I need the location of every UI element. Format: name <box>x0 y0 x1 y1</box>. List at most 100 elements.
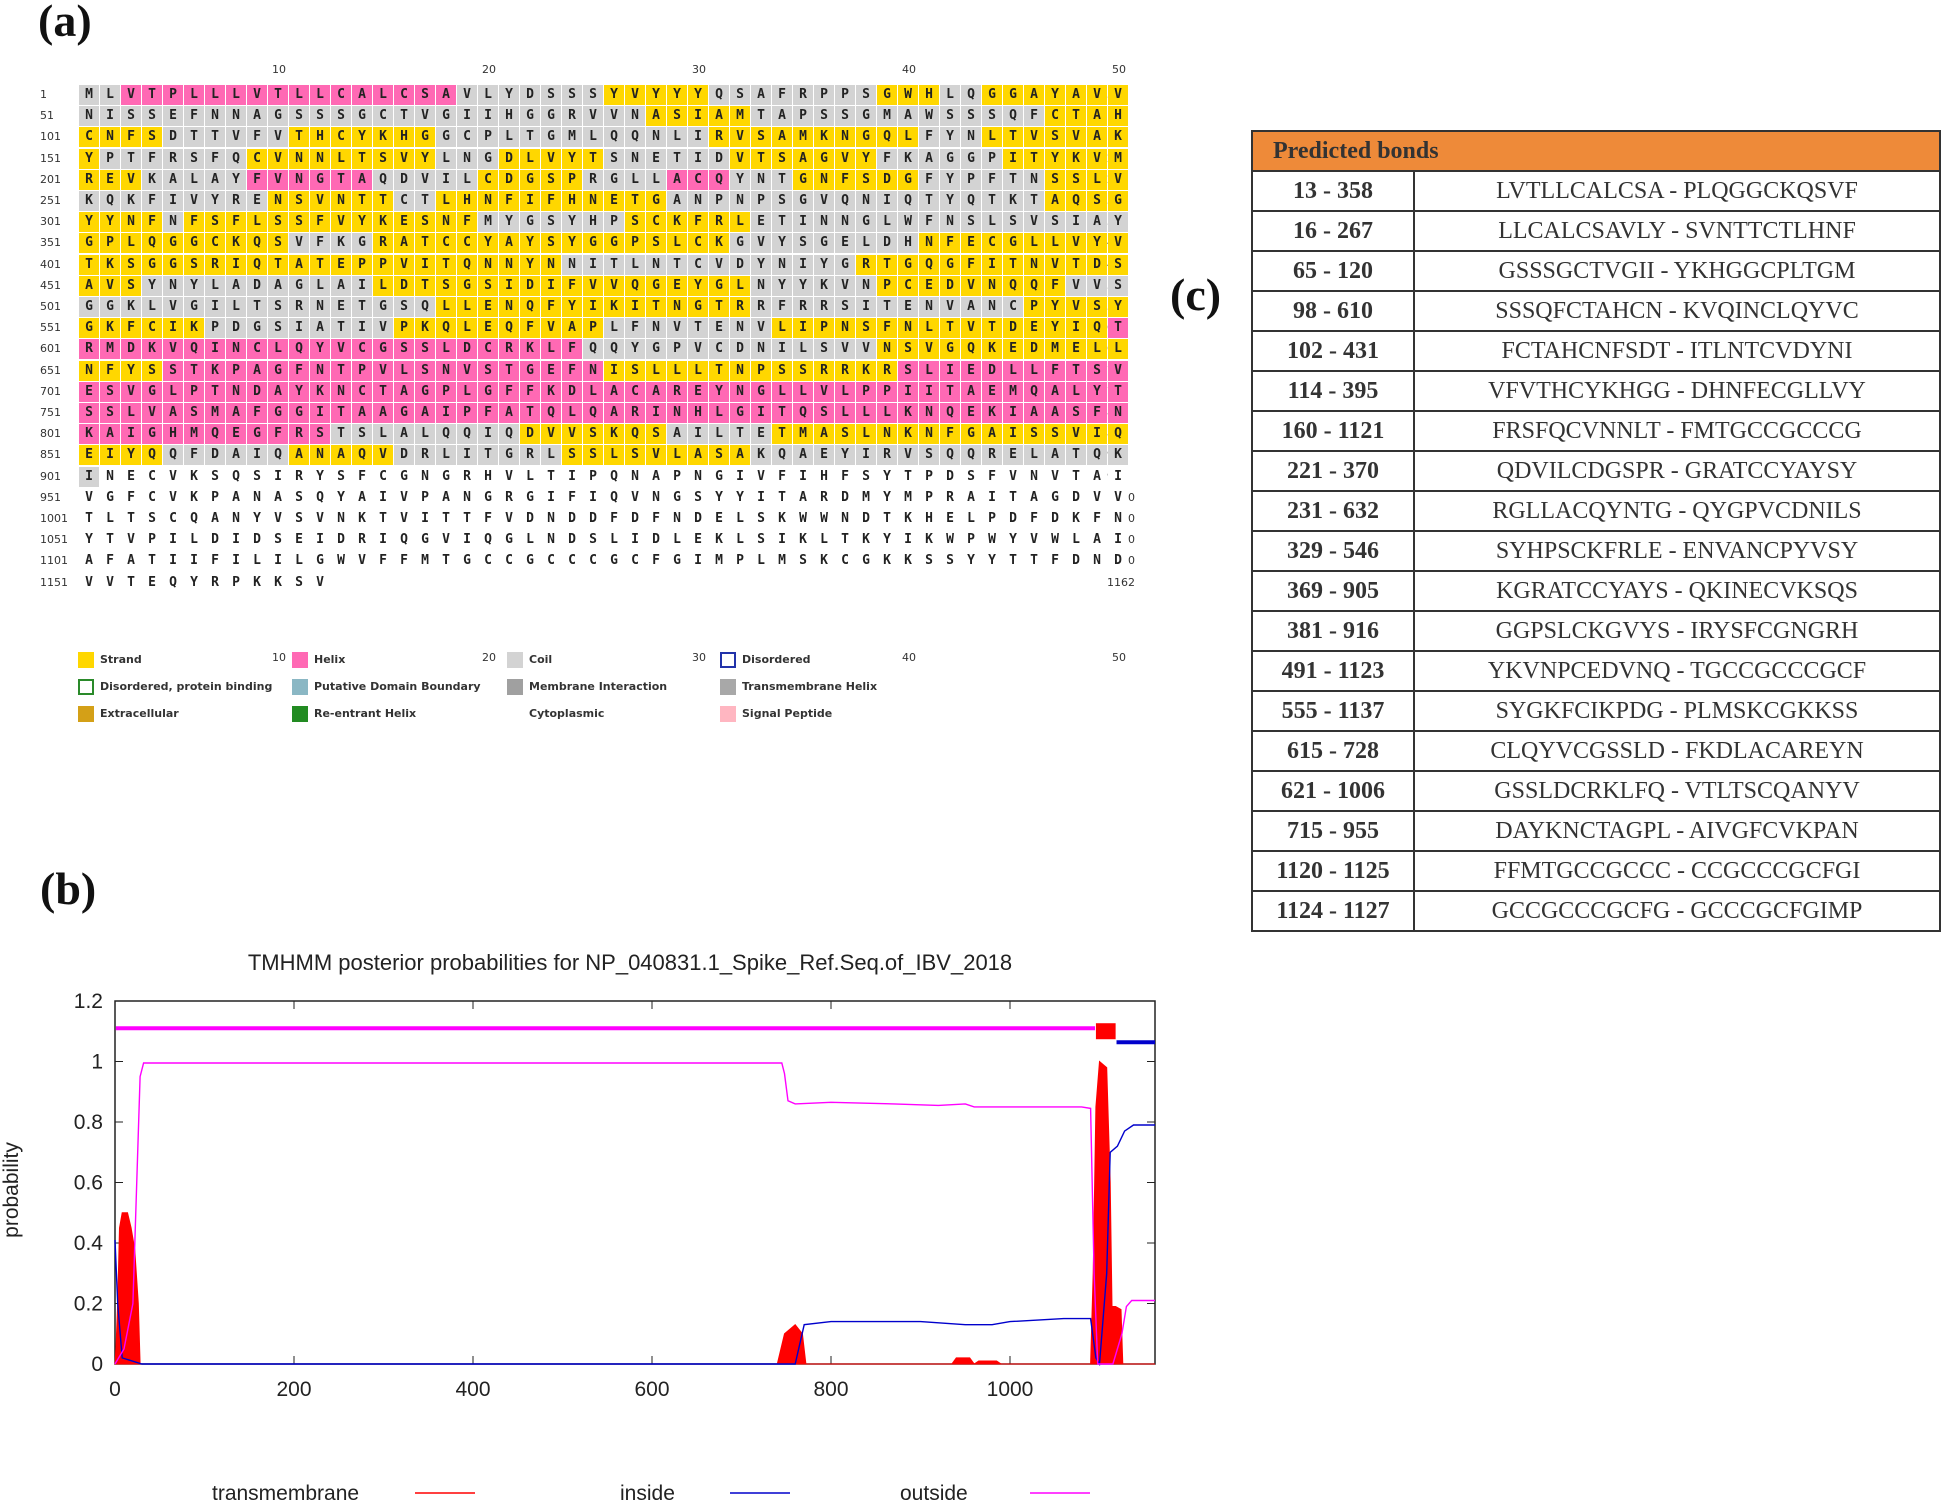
residue-cell: L <box>856 403 876 423</box>
residue-cell: I <box>751 487 771 508</box>
residue-cell: E <box>163 106 183 127</box>
residue-cell: F <box>772 85 792 105</box>
residue-cell: F <box>541 191 561 211</box>
residue-cell: N <box>79 360 99 381</box>
residue-cell: F <box>604 509 624 529</box>
residue-cell: V <box>541 318 561 339</box>
residue-cell: F <box>919 212 939 233</box>
residue-cell: V <box>457 360 477 381</box>
residue-cell: I <box>541 275 561 296</box>
residue-cell: A <box>331 275 351 296</box>
residue-cell: A <box>1045 191 1065 211</box>
residue-cell: A <box>436 85 456 105</box>
residue-cell: N <box>730 318 750 339</box>
residue-cell: S <box>1045 127 1065 148</box>
residue-cell: A <box>961 297 981 317</box>
residue-cell: T <box>352 297 372 317</box>
column-tick: 20 <box>482 63 496 76</box>
residue-cell: L <box>898 127 918 148</box>
bond-positions: 221 - 370 <box>1251 450 1415 492</box>
residue-cell: I <box>205 297 225 317</box>
residue-cell: S <box>961 106 981 127</box>
residue-cell: Y <box>730 169 750 190</box>
residue-cell: F <box>772 466 792 487</box>
residue-cell: Q <box>520 297 540 317</box>
residue-cell: A <box>289 445 309 466</box>
residue-cell: E <box>1024 318 1044 339</box>
residue-cell: G <box>394 403 414 423</box>
residue-cell: V <box>121 169 141 190</box>
residue-cell: V <box>604 275 624 296</box>
residue-cell: N <box>730 191 750 211</box>
residue-cell: V <box>667 318 687 339</box>
residue-cell: Q <box>625 275 645 296</box>
predicted-bonds-table: Predicted bonds 13 - 358 LVTLLCALCSA - PL… <box>1251 130 1941 932</box>
residue-cell: F <box>1024 509 1044 529</box>
residue-cell: L <box>667 127 687 148</box>
residue-cell: Q <box>835 191 855 211</box>
residue-cell: V <box>814 191 834 211</box>
residue-cell: P <box>814 318 834 339</box>
residue-cell: K <box>814 275 834 296</box>
residue-cell: I <box>520 191 540 211</box>
bond-row: 329 - 546 SYHPSCKFRLE - ENVANCPYVSY <box>1251 530 1941 572</box>
residue-cell: R <box>499 339 519 360</box>
residue-cell: M <box>730 106 750 127</box>
residue-cell: S <box>121 106 141 127</box>
residue-cell: K <box>415 318 435 339</box>
residue-cell: T <box>1108 318 1128 339</box>
residue-cell: R <box>373 233 393 254</box>
bond-positions: 491 - 1123 <box>1251 650 1415 692</box>
residue-cell: N <box>289 148 309 169</box>
residue-cell: L <box>1108 339 1128 360</box>
residue-cell: L <box>100 509 120 529</box>
residue-cell: L <box>457 318 477 339</box>
residue-cell: D <box>520 85 540 105</box>
residue-cell: L <box>205 85 225 105</box>
legend-label: Disordered, protein binding <box>100 680 273 693</box>
residue-cell: W <box>814 509 834 529</box>
residue-cell: D <box>835 487 855 508</box>
bond-row: 13 - 358 LVTLLCALCSA - PLQGGCKQSVF <box>1251 170 1941 212</box>
residue-cell: G <box>394 466 414 487</box>
residue-cell: N <box>583 360 603 381</box>
topology-bar <box>115 1023 1155 1045</box>
residue-cell: T <box>541 466 561 487</box>
residue-cell: G <box>268 403 288 423</box>
residue-cell: G <box>1003 233 1023 254</box>
residue-cell: N <box>100 466 120 487</box>
residue-cell: C <box>1003 297 1023 317</box>
residue-cell: E <box>1066 339 1086 360</box>
residue-cell: G <box>310 551 330 572</box>
residue-cell: S <box>268 318 288 339</box>
residue-cell: L <box>751 551 771 572</box>
residue-cell: I <box>163 191 183 211</box>
residue-cell: F <box>457 212 477 233</box>
residue-cell: A <box>1066 85 1086 105</box>
residue-cell: D <box>226 318 246 339</box>
residue-cell: T <box>877 254 897 275</box>
residue-cell: Y <box>310 466 330 487</box>
residue-cell: V <box>583 106 603 127</box>
residue-cell: L <box>919 360 939 381</box>
residue-cell: F <box>520 381 540 402</box>
residue-cell: V <box>940 297 960 317</box>
residue-cell: I <box>415 254 435 275</box>
residue-cell: V <box>961 318 981 339</box>
residue-cell: T <box>1066 360 1086 381</box>
residue-cell: I <box>1003 424 1023 445</box>
residue-cell: P <box>919 466 939 487</box>
residue-cell: T <box>940 318 960 339</box>
residue-cell: K <box>856 530 876 551</box>
residue-cell: T <box>982 318 1002 339</box>
residue-cell: V <box>1066 424 1086 445</box>
bond-positions: 13 - 358 <box>1251 170 1415 212</box>
residue-cell: L <box>499 127 519 148</box>
residue-cell: P <box>415 487 435 508</box>
residue-cell: I <box>772 530 792 551</box>
residue-cell: Y <box>940 191 960 211</box>
residue-cell: I <box>856 445 876 466</box>
residue-cell: L <box>793 339 813 360</box>
residue-cell: H <box>394 127 414 148</box>
legend-swatch <box>292 679 308 695</box>
